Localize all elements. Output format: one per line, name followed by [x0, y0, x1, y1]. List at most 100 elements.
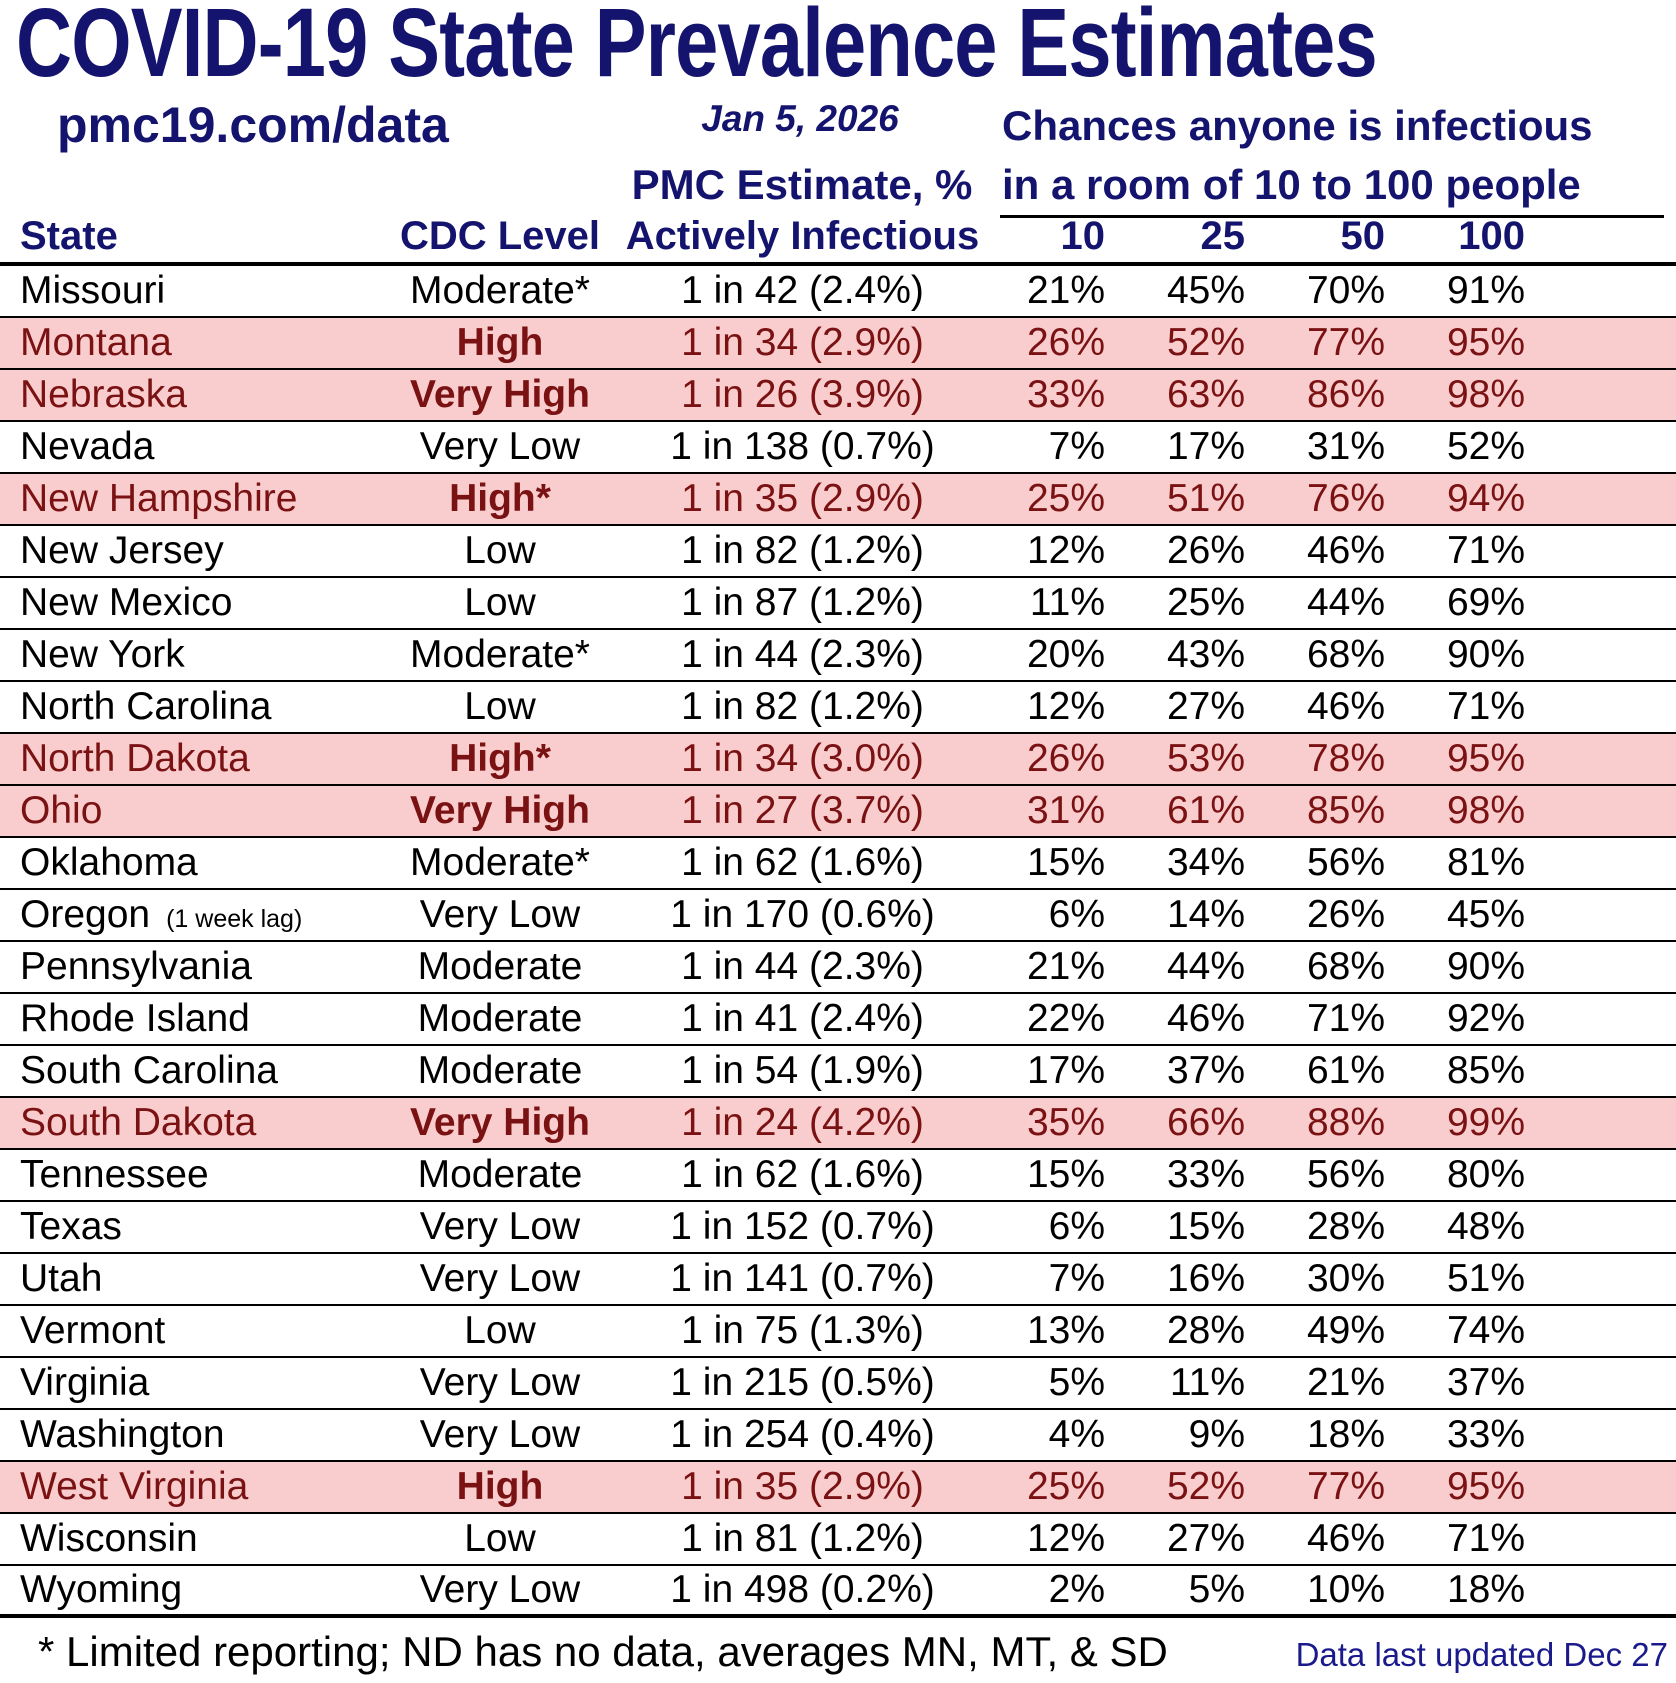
room-10-cell: 17% — [1026, 1049, 1105, 1092]
room-25-cell: 25% — [1166, 581, 1245, 624]
state-cell: Virginia — [0, 1361, 380, 1405]
room-50-cell: 61% — [1306, 1049, 1385, 1092]
state-name: Wisconsin — [20, 1517, 198, 1560]
table-row: New Hampshire High* 1 in 35 (2.9%) 25% 51% 76… — [0, 474, 1676, 526]
table-row: Vermont Low 1 in 75 (1.3%) 13% 28% 49% 74% — [0, 1306, 1676, 1358]
state-name: North Dakota — [20, 737, 250, 780]
room-header-underline — [1000, 215, 1664, 218]
state-name: Virginia — [20, 1361, 150, 1404]
table-row: Rhode Island Moderate 1 in 41 (2.4%) 22% 46%… — [0, 994, 1676, 1046]
pmc-estimate-cell: 1 in 141 (0.7%) — [670, 1257, 935, 1300]
state-name: New Hampshire — [20, 477, 298, 520]
pmc-estimate-cell: 1 in 27 (3.7%) — [681, 789, 924, 832]
room-10-cell: 21% — [1026, 269, 1105, 312]
state-cell: Texas — [0, 1205, 380, 1249]
room-10-cell: 20% — [1026, 633, 1105, 676]
room-25-cell: 11% — [1169, 1361, 1245, 1404]
table-row: Oregon (1 week lag) Very Low 1 in 170 (0.6%… — [0, 890, 1676, 942]
cdc-level-cell: High — [456, 1465, 544, 1508]
room-10-cell: 31% — [1026, 789, 1105, 832]
room-10-cell: 13% — [1026, 1309, 1105, 1352]
cdc-level-cell: Very Low — [419, 1205, 581, 1248]
room-50-cell: 77% — [1306, 1465, 1385, 1508]
pmc-estimate-cell: 1 in 82 (1.2%) — [681, 529, 924, 572]
column-header-room-10: 10 — [1060, 214, 1106, 258]
table-row: South Dakota Very High 1 in 24 (4.2%) 35% 66… — [0, 1098, 1676, 1150]
state-cell: South Carolina — [0, 1049, 380, 1093]
room-25-cell: 27% — [1166, 685, 1245, 728]
state-cell: Ohio — [0, 789, 380, 833]
room-100-cell: 71% — [1446, 685, 1525, 728]
room-50-cell: 28% — [1306, 1205, 1385, 1248]
pmc-estimate-cell: 1 in 215 (0.5%) — [670, 1361, 935, 1404]
room-25-cell: 63% — [1166, 373, 1245, 416]
cdc-level-cell: Very Low — [419, 893, 581, 936]
cdc-level-cell: Moderate — [417, 945, 583, 988]
state-name: Oregon — [20, 893, 151, 936]
table-row: Nevada Very Low 1 in 138 (0.7%) 7% 17% 31% 52% — [0, 422, 1676, 474]
pmc-estimate-cell: 1 in 254 (0.4%) — [670, 1413, 935, 1456]
room-10-cell: 4% — [1048, 1413, 1105, 1456]
room-25-cell: 26% — [1166, 529, 1245, 572]
state-cell: New York — [0, 633, 380, 677]
pmc-estimate-cell: 1 in 24 (4.2%) — [681, 1101, 924, 1144]
room-header-line1: Chances anyone is infectious — [1002, 102, 1593, 149]
pmc-estimate-cell: 1 in 44 (2.3%) — [681, 945, 924, 988]
state-name: South Dakota — [20, 1101, 257, 1144]
column-header-room-100: 100 — [1458, 214, 1525, 258]
table-row: Washington Very Low 1 in 254 (0.4%) 4% 9% 18%… — [0, 1410, 1676, 1462]
table-row: North Carolina Low 1 in 82 (1.2%) 12% 27% 46%… — [0, 682, 1676, 734]
cdc-level-cell: Moderate — [417, 1153, 583, 1196]
pmc-estimate-cell: 1 in 170 (0.6%) — [670, 893, 935, 936]
room-25-cell: 33% — [1166, 1153, 1245, 1196]
room-25-cell: 5% — [1188, 1568, 1245, 1611]
room-50-cell: 85% — [1306, 789, 1385, 832]
room-25-cell: 53% — [1166, 737, 1245, 780]
pmc-estimate-cell: 1 in 81 (1.2%) — [681, 1517, 924, 1560]
room-100-cell: 94% — [1446, 477, 1525, 520]
pmc-estimate-cell: 1 in 498 (0.2%) — [670, 1568, 935, 1611]
footnote: * Limited reporting; ND has no data, ave… — [38, 1628, 1168, 1675]
state-name: Texas — [20, 1205, 122, 1248]
room-25-cell: 28% — [1166, 1309, 1245, 1352]
room-25-cell: 66% — [1166, 1101, 1245, 1144]
cdc-level-cell: High — [456, 321, 544, 364]
last-updated-label: Data last updated Dec 27 — [1295, 1636, 1668, 1673]
room-100-cell: 85% — [1446, 1049, 1525, 1092]
cdc-level-cell: Low — [464, 1517, 536, 1560]
cdc-level-cell: Moderate — [417, 997, 583, 1040]
pmc-estimate-cell: 1 in 152 (0.7%) — [670, 1205, 935, 1248]
room-25-cell: 45% — [1166, 269, 1245, 312]
pmc-estimate-cell: 1 in 54 (1.9%) — [681, 1049, 924, 1092]
table-row: Pennsylvania Moderate 1 in 44 (2.3%) 21% 44%… — [0, 942, 1676, 994]
prevalence-table: State CDC Level Actively Infectious 10 2… — [0, 214, 1676, 1618]
state-name: West Virginia — [20, 1465, 249, 1508]
room-10-cell: 11% — [1029, 581, 1105, 624]
cdc-level-cell: Low — [464, 529, 536, 572]
room-10-cell: 25% — [1026, 477, 1105, 520]
room-10-cell: 12% — [1026, 529, 1105, 572]
state-cell: North Carolina — [0, 685, 380, 729]
table-row: Wyoming Very Low 1 in 498 (0.2%) 2% 5% 10% 18% — [0, 1566, 1676, 1618]
room-10-cell: 12% — [1026, 685, 1105, 728]
footer: * Limited reporting; ND has no data, ave… — [0, 1628, 1676, 1676]
room-10-cell: 15% — [1026, 1153, 1105, 1196]
room-header-line2: in a room of 10 to 100 people — [1002, 161, 1581, 208]
room-10-cell: 22% — [1026, 997, 1105, 1040]
room-100-cell: 80% — [1446, 1153, 1525, 1196]
room-100-cell: 90% — [1446, 945, 1525, 988]
room-25-cell: 14% — [1166, 893, 1245, 936]
cdc-level-cell: Low — [464, 1309, 536, 1352]
room-25-cell: 17% — [1166, 425, 1245, 468]
state-cell: New Jersey — [0, 529, 380, 573]
state-cell: New Mexico — [0, 581, 380, 625]
state-name: New Jersey — [20, 529, 224, 572]
room-50-cell: 78% — [1306, 737, 1385, 780]
state-cell: Montana — [0, 321, 380, 365]
page-title: COVID-19 State Prevalence Estimates — [16, 0, 1378, 97]
state-cell: Tennessee — [0, 1153, 380, 1197]
room-10-cell: 2% — [1048, 1568, 1105, 1611]
state-cell: Missouri — [0, 269, 380, 313]
room-25-cell: 44% — [1166, 945, 1245, 988]
